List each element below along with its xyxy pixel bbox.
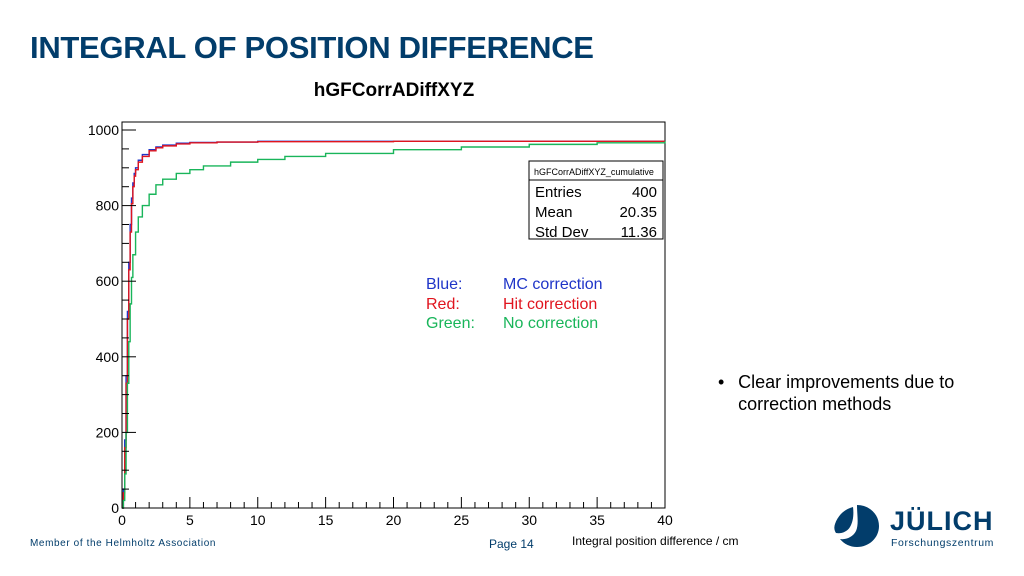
x-tick-label: 30: [521, 512, 537, 528]
y-tick-label: 800: [96, 198, 120, 214]
legend-label-blue: MC correction: [503, 276, 603, 293]
x-tick-label: 15: [318, 512, 334, 528]
color-legend-note: Blue: MC correction Red: Hit correction …: [426, 275, 603, 334]
x-tick-label: 25: [454, 512, 470, 528]
x-tick-label: 0: [118, 512, 126, 528]
legend-label-green: No correction: [503, 315, 599, 332]
x-tick-label: 40: [657, 512, 673, 528]
legend-label-red: Hit correction: [503, 295, 598, 313]
footer-member-text: Member of the Helmholtz Association: [30, 538, 217, 549]
y-tick-label: 600: [96, 273, 120, 289]
stats-label: Std Dev: [535, 224, 589, 241]
slide-title: INTEGRAL OF POSITION DIFFERENCE: [30, 30, 594, 65]
stats-value: 11.36: [621, 224, 657, 241]
bullet-icon: •: [718, 372, 725, 392]
legend-row-red: Red: Hit correction: [426, 295, 603, 315]
chart-title: hGFCorrADiffXYZ: [314, 80, 475, 101]
x-tick-label: 35: [589, 512, 605, 528]
y-tick-label: 1000: [88, 122, 119, 138]
x-tick-label: 5: [186, 512, 194, 528]
stats-label: Entries: [535, 184, 582, 201]
julich-logo-icon: [834, 505, 879, 547]
legend-key-red: Red:: [426, 295, 460, 313]
stats-value: 20.35: [619, 204, 657, 221]
y-tick-label: 400: [96, 349, 120, 365]
stats-box-title: hGFCorrADiffXYZ_cumulative: [534, 167, 654, 177]
legend-key-green: Green:: [426, 315, 475, 332]
legend-key-blue: Blue:: [426, 276, 463, 293]
stats-label: Mean: [535, 204, 573, 221]
legend-row-blue: Blue: MC correction: [426, 275, 603, 295]
stats-value: 400: [632, 184, 657, 201]
page-number: Page 14: [489, 537, 534, 551]
x-tick-label: 10: [250, 512, 266, 528]
series-line-no-correction: [122, 141, 666, 509]
y-tick-label: 0: [111, 500, 119, 516]
bullet-text: Clear improvements due to correction met…: [738, 372, 955, 414]
logo-subtitle: Forschungszentrum: [891, 537, 994, 549]
y-tick-label: 200: [96, 424, 120, 440]
bullet-item: • Clear improvements due to correction m…: [718, 371, 998, 415]
legend-row-green: Green: No correction: [426, 314, 603, 334]
x-tick-label: 20: [386, 512, 402, 528]
stats-box: [528, 160, 664, 240]
logo-wordmark: JÜLICH: [890, 506, 994, 536]
x-axis-title: Integral position difference / cm: [572, 534, 739, 548]
